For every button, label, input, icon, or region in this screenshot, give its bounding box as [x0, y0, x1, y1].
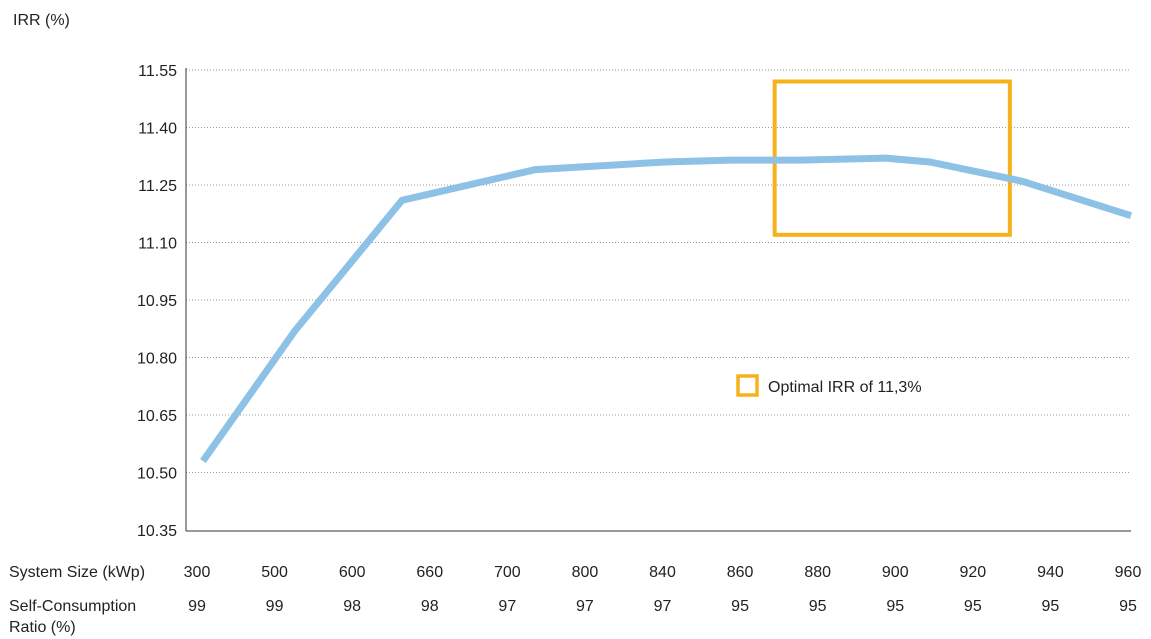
system-size-value: 300	[184, 564, 211, 581]
legend-label: Optimal IRR of 11,3%	[768, 379, 922, 396]
system-size-values: 300 500 600 660 700 800 840 860 880 900 920 940 960	[184, 564, 1142, 581]
self-consumption-value: 97	[576, 598, 594, 615]
self-consumption-value: 98	[421, 598, 439, 615]
y-tick-label: 11.25	[138, 178, 177, 195]
system-size-value: 860	[727, 564, 754, 581]
y-tick-label: 10.35	[137, 523, 177, 540]
self-consumption-value: 98	[343, 598, 361, 615]
self-consumption-value: 95	[1042, 598, 1060, 615]
gridlines	[186, 69, 1131, 473]
self-consumption-value: 95	[964, 598, 982, 615]
self-consumption-value: 95	[809, 598, 827, 615]
system-size-value: 800	[572, 564, 599, 581]
system-size-value: 940	[1037, 564, 1064, 581]
y-tick-labels: 11.55 11.40 11.25 11.10 10.95 10.80 10.65 10.50…	[137, 63, 177, 540]
system-size-row-label: System Size (kWp)	[9, 564, 145, 581]
self-consumption-value: 95	[886, 598, 904, 615]
system-size-value: 880	[804, 564, 831, 581]
y-tick-label: 11.40	[138, 121, 177, 138]
legend: Optimal IRR of 11,3%	[736, 374, 922, 397]
y-axis-label: IRR (%)	[13, 12, 70, 29]
y-tick-label: 10.65	[137, 408, 177, 425]
irr-series-line	[200, 154, 1133, 464]
system-size-value: 660	[416, 564, 443, 581]
self-consumption-value: 97	[654, 598, 672, 615]
self-consumption-value: 99	[266, 598, 284, 615]
self-consumption-value: 95	[731, 598, 749, 615]
self-consumption-row-label: Self-Consumption	[9, 598, 136, 615]
legend-swatch	[736, 374, 759, 397]
y-tick-label: 11.10	[138, 236, 177, 253]
y-tick-label: 11.55	[138, 63, 177, 80]
system-size-value: 900	[882, 564, 909, 581]
system-size-value: 600	[339, 564, 366, 581]
system-size-value: 920	[959, 564, 986, 581]
self-consumption-value: 99	[188, 598, 206, 615]
system-size-value: 960	[1115, 564, 1142, 581]
y-tick-label: 10.95	[137, 293, 177, 310]
self-consumption-value: 95	[1119, 598, 1137, 615]
system-size-value: 840	[649, 564, 676, 581]
system-size-value: 700	[494, 564, 521, 581]
system-size-value: 500	[261, 564, 288, 581]
self-consumption-value: 97	[498, 598, 516, 615]
self-consumption-row-label-line2: Ratio (%)	[9, 619, 76, 636]
y-tick-label: 10.80	[137, 351, 177, 368]
self-consumption-values: 99 99 98 98 97 97 97 95 95 95 95 95 95	[188, 598, 1137, 615]
y-tick-label: 10.50	[137, 466, 177, 483]
